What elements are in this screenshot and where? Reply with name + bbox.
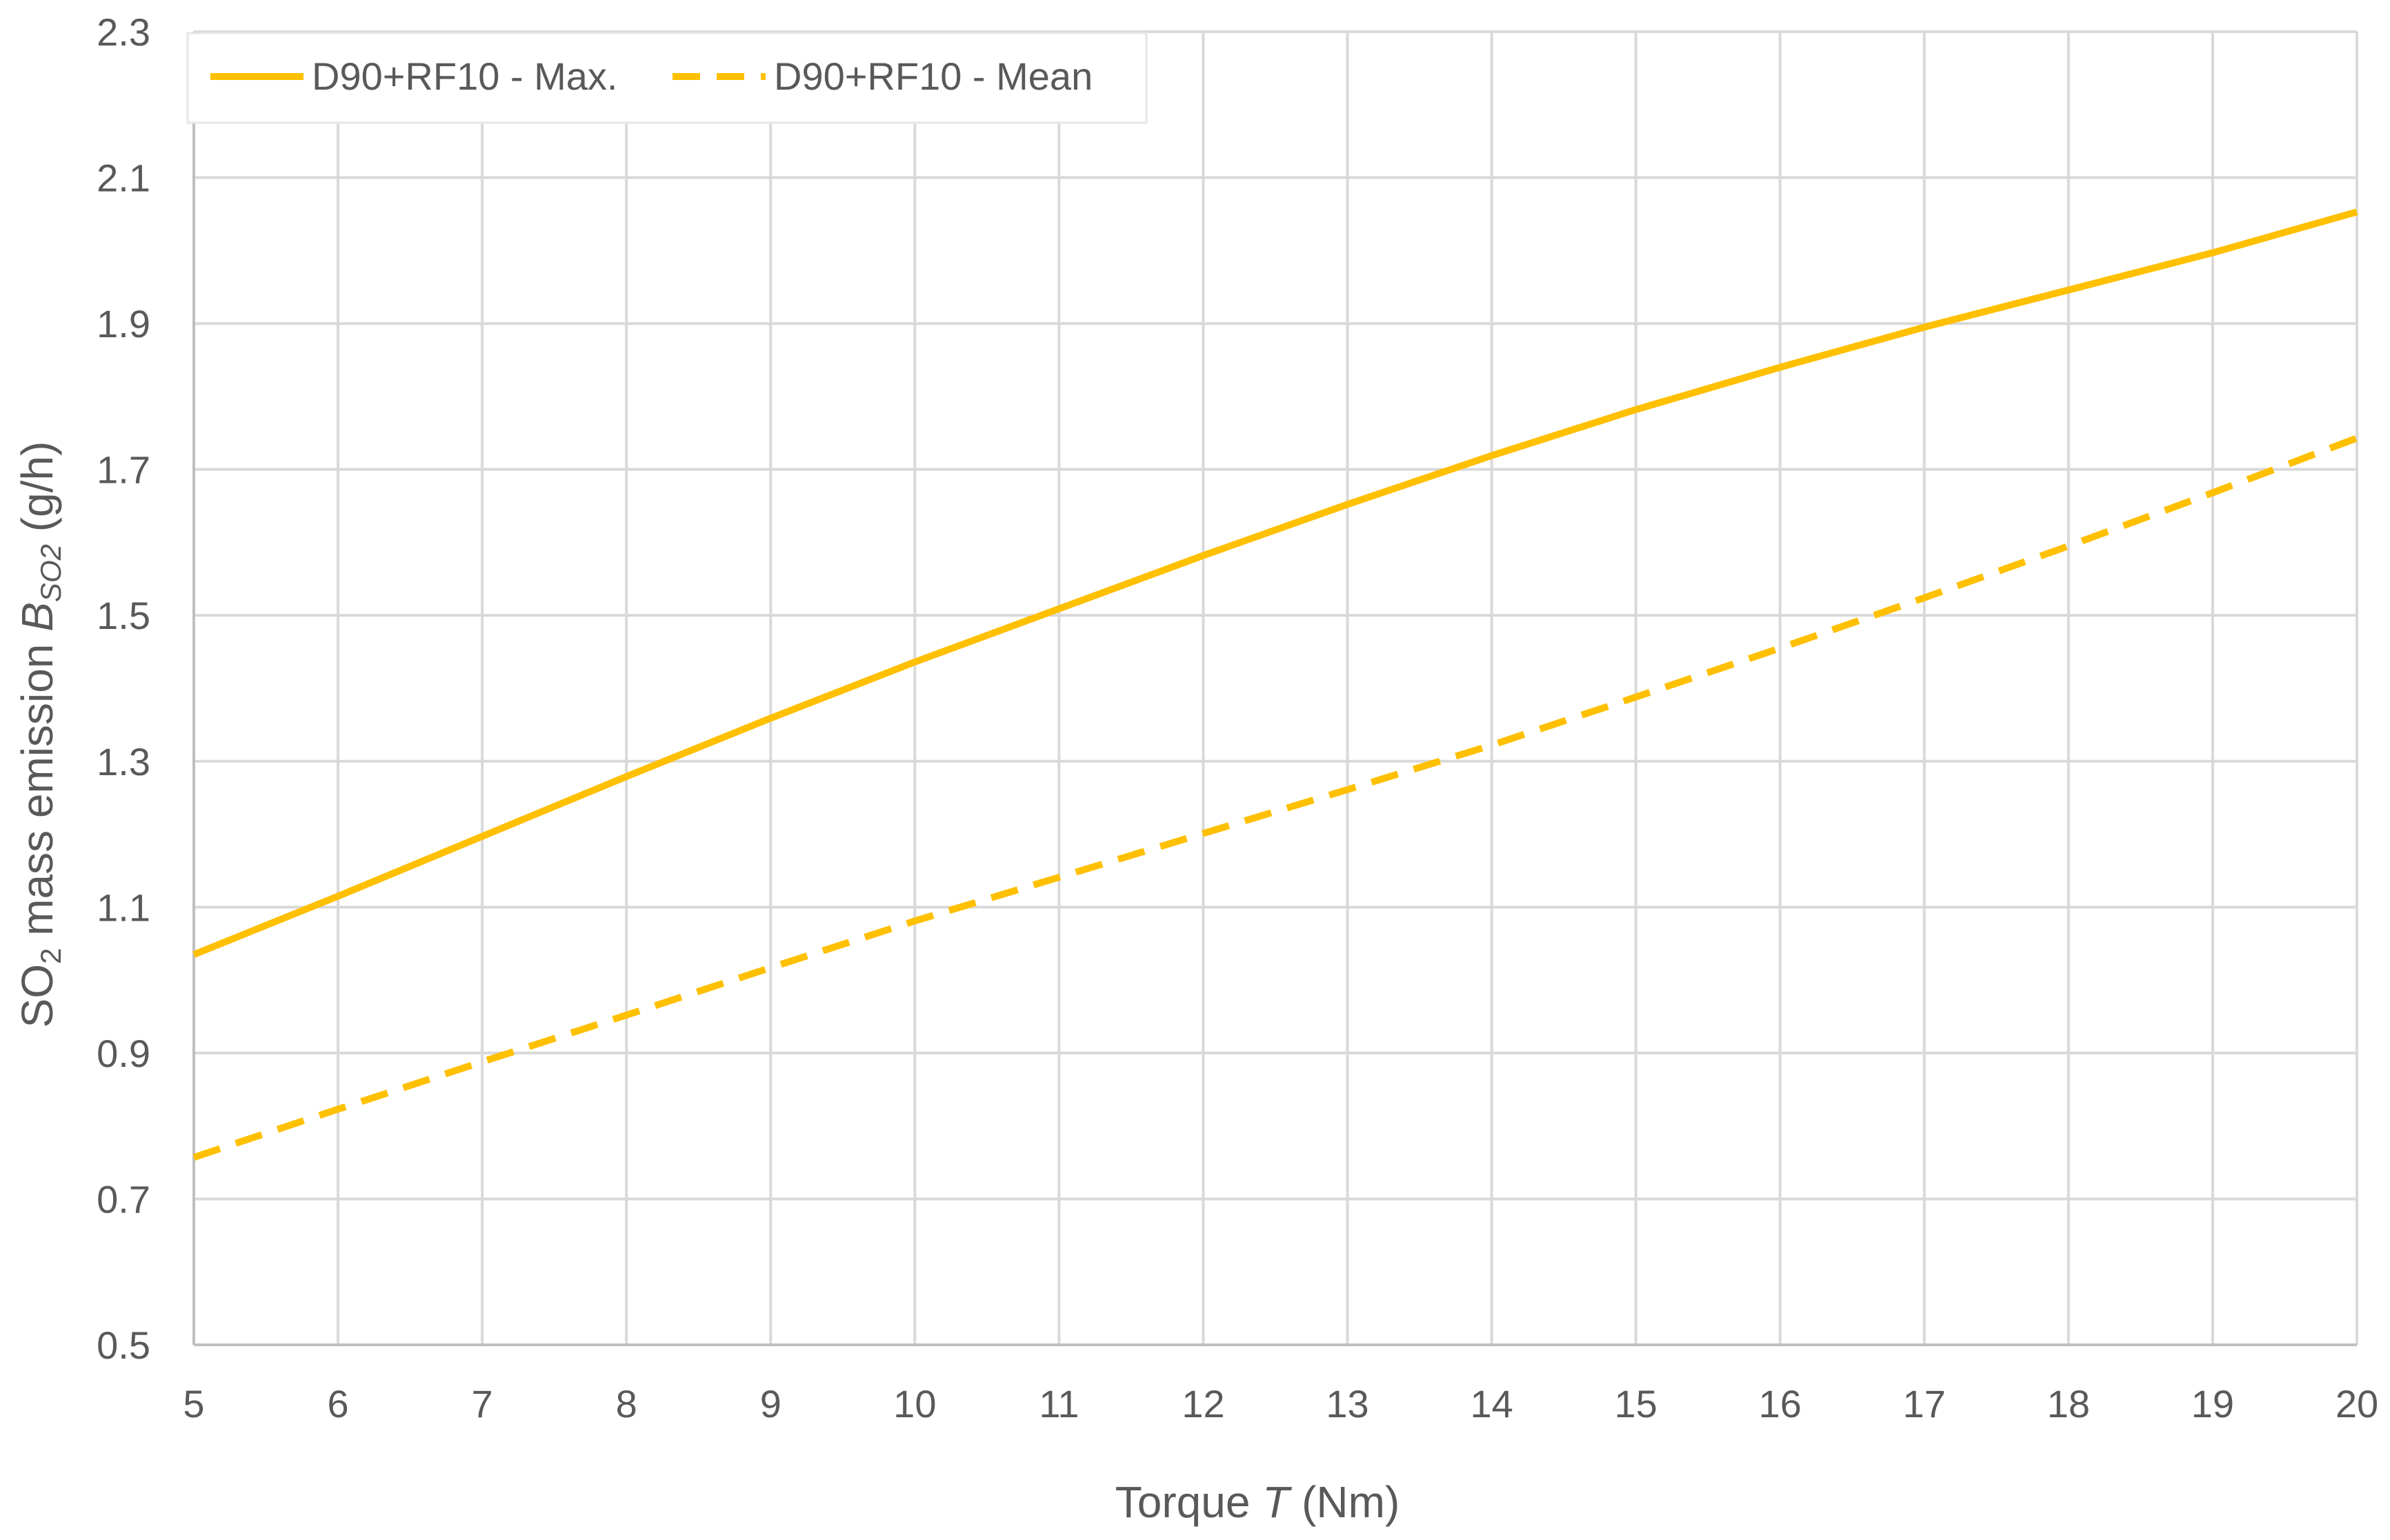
y-tick-label: 1.5 <box>97 594 150 637</box>
axes <box>192 32 2357 1346</box>
y-tick-label: 1.7 <box>97 448 150 492</box>
x-tick-label: 7 <box>472 1382 493 1426</box>
y-tick-label: 1.3 <box>97 740 150 783</box>
x-axis-title-symbol: T <box>1262 1477 1292 1527</box>
x-tick-label: 12 <box>1182 1382 1224 1426</box>
y-axis-title-symbol-subscript: SO2 <box>34 544 67 602</box>
x-tick-label: 13 <box>1326 1382 1368 1426</box>
x-tick-label: 19 <box>2191 1382 2234 1426</box>
x-tick-label: 6 <box>327 1382 348 1426</box>
x-tick-label: 15 <box>1615 1382 1657 1426</box>
y-axis-title-middle: mass emission <box>12 632 62 948</box>
series-line-mean <box>192 434 2358 1161</box>
legend-label-max: D90+RF10 - Max. <box>312 54 618 98</box>
y-tick-label: 1.1 <box>97 886 150 929</box>
x-axis-title-suffix: (Nm) <box>1289 1477 1400 1527</box>
x-tick-labels: 5 6 7 8 9 10 11 12 13 14 15 16 17 18 19 20 <box>183 1382 2378 1426</box>
x-tick-label: 17 <box>1903 1382 1946 1426</box>
legend-label-mean: D90+RF10 - Mean <box>774 54 1093 98</box>
y-axis-title: SO2 mass emission BSO2 (g/h) <box>12 441 67 1028</box>
x-tick-label: 20 <box>2336 1382 2378 1426</box>
legend-box <box>186 32 1148 124</box>
series-line-max <box>192 208 2358 958</box>
x-tick-label: 10 <box>893 1382 936 1426</box>
y-tick-label: 1.9 <box>97 302 150 346</box>
x-tick-label: 18 <box>2047 1382 2090 1426</box>
legend: D90+RF10 - Max. D90+RF10 - Mean <box>186 32 1148 124</box>
x-tick-label: 5 <box>183 1382 204 1426</box>
y-axis-title-prefix-subscript: 2 <box>34 948 67 964</box>
y-axis-title-prefix: SO <box>12 964 62 1028</box>
x-tick-label: 16 <box>1759 1382 1802 1426</box>
y-tick-label: 0.9 <box>97 1032 150 1075</box>
y-tick-label: 2.3 <box>97 10 150 54</box>
x-tick-label: 8 <box>616 1382 637 1426</box>
x-axis-title: Torque T (Nm) <box>1115 1477 1400 1527</box>
x-tick-label: 14 <box>1470 1382 1513 1426</box>
y-tick-labels: 0.5 0.7 0.9 1.1 1.3 1.5 1.7 1.9 2.1 2.3 <box>97 10 150 1367</box>
y-axis-title-symbol: B <box>12 602 62 632</box>
y-tick-label: 0.5 <box>97 1323 150 1367</box>
series-layer <box>192 208 2358 1161</box>
x-tick-label: 9 <box>760 1382 781 1426</box>
y-axis-title-suffix: (g/h) <box>12 441 62 544</box>
vertical-gridlines <box>337 32 2358 1345</box>
horizontal-gridlines <box>194 30 2357 1201</box>
y-tick-label: 0.7 <box>97 1177 150 1221</box>
y-tick-label: 2.1 <box>97 157 150 200</box>
x-axis-title-prefix: Torque <box>1115 1477 1262 1527</box>
x-tick-label: 11 <box>1039 1382 1079 1426</box>
